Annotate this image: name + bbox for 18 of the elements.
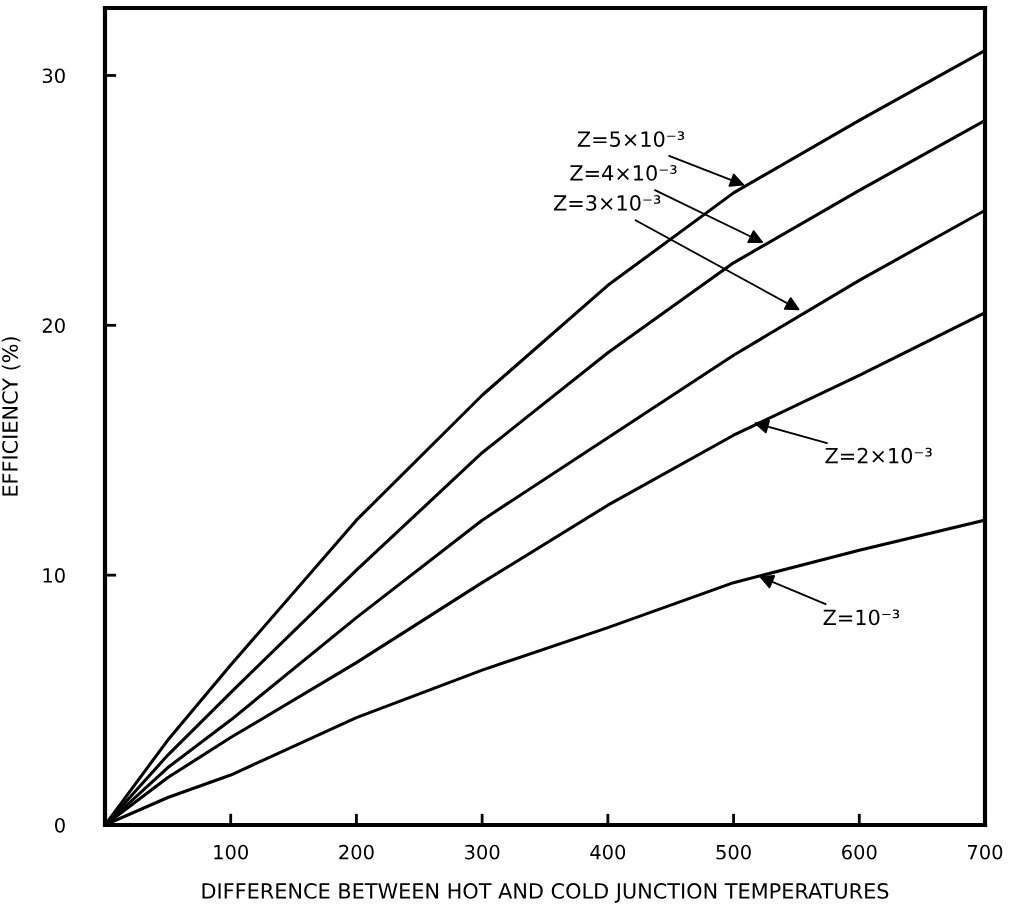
x-axis-title: DIFFERENCE BETWEEN HOT AND COLD JUNCTION TEMPERATURES [202, 883, 889, 903]
annotation: Z=2×10⁻³ [825, 447, 932, 464]
x-tick-label: 100 [214, 844, 248, 860]
y-tick-label: 30 [42, 68, 65, 84]
y-tick-label: 10 [43, 568, 65, 583]
annotation: Z=4×10⁻³ [570, 165, 677, 181]
y-tick-label: 20 [42, 318, 65, 333]
x-tick-label: 400 [590, 844, 626, 860]
x-tick-label: 600 [842, 844, 877, 860]
x-tick-label: 500 [716, 844, 751, 860]
x-tick-label: 200 [339, 844, 374, 860]
y-tick-label: 0 [55, 817, 65, 833]
x-tick-label: 700 [968, 844, 1003, 860]
annotation: Z=10⁻³ [823, 609, 900, 626]
annotation: Z=5×10⁻³ [577, 131, 685, 147]
y-axis-title: EFFICIENCY (%) [1, 337, 21, 496]
annotation: Z=3×10⁻³ [553, 195, 661, 211]
x-tick-label: 300 [465, 844, 500, 860]
